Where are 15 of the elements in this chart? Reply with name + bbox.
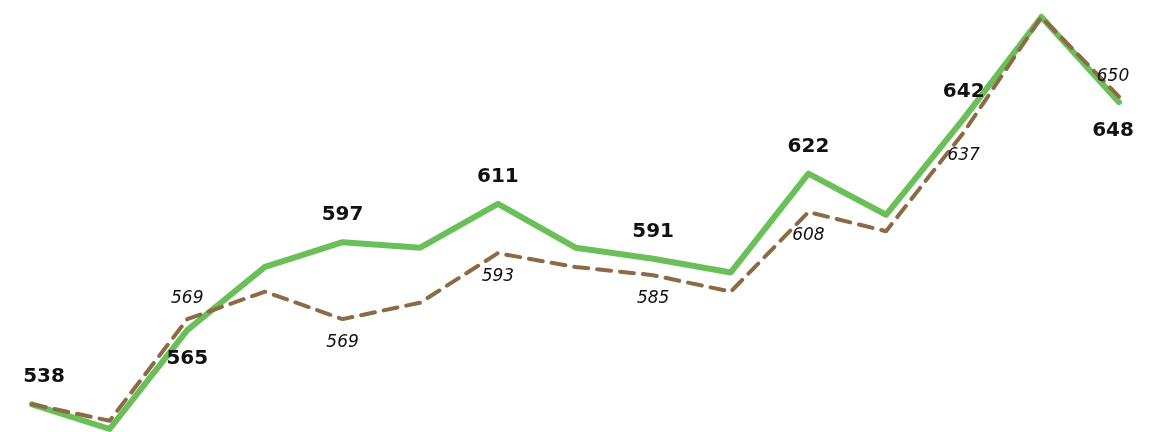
data-label: 648 [1092,117,1134,142]
data-label: 569 [326,331,359,352]
data-label: 642 [942,77,985,102]
data-label: 585 [636,287,670,308]
data-label: 593 [481,265,515,286]
data-label: 622 [787,132,830,157]
data-label: 637 [947,144,981,165]
data-label: 608 [792,224,825,245]
data-label: 591 [632,217,675,242]
data-label: 565 [166,345,209,370]
data-label: 597 [321,201,364,226]
data-label: 569 [171,287,204,308]
data-label: 538 [23,363,65,388]
data-label: 650 [1096,64,1130,85]
data-label: 611 [476,162,519,187]
